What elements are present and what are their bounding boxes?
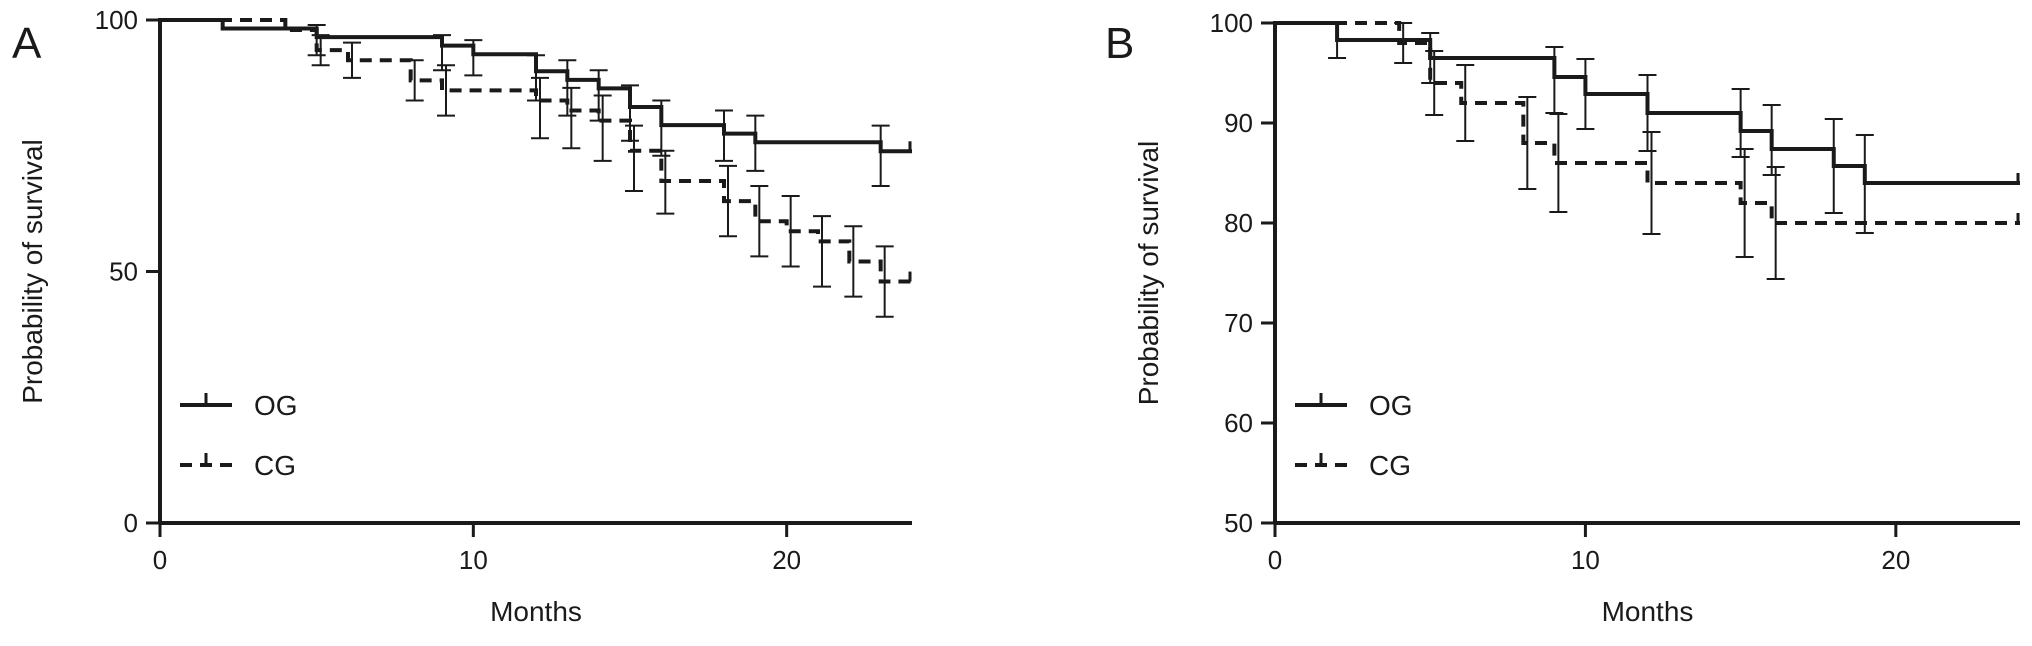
- x-tick-label: 0: [1268, 545, 1282, 575]
- chart-panel-b: B 50 60 70 80 90 100 0 10 20 Months Probability of …: [1105, 8, 2020, 627]
- x-tick-label: 0: [153, 545, 167, 575]
- survival-curve-og: [160, 18, 912, 154]
- chart-panel-a: A 0 50 100 0 10 20 Months Probability of surviva…: [12, 5, 912, 627]
- series-og: OG: [160, 18, 912, 421]
- x-tick-label: 20: [1881, 545, 1910, 575]
- y-tick-label: 0: [124, 508, 138, 538]
- y-axis-label: Probability of survival: [1133, 141, 1164, 406]
- y-tick-label: 50: [109, 257, 138, 287]
- legend-label-cg: CG: [254, 450, 296, 481]
- series-cg: CG: [1275, 21, 2020, 481]
- y-tick-label: 80: [1224, 208, 1253, 238]
- y-tick-label: 100: [1210, 8, 1253, 38]
- survival-curve-cg: [160, 18, 912, 284]
- x-tick-label: 20: [772, 545, 801, 575]
- y-tick-label: 60: [1224, 408, 1253, 438]
- panel-letter: A: [12, 19, 42, 68]
- y-tick-label: 90: [1224, 108, 1253, 138]
- legend-label-og: OG: [254, 390, 298, 421]
- x-tick-label: 10: [459, 545, 488, 575]
- x-axis-label: Months: [1602, 596, 1694, 627]
- legend-label-og: OG: [1369, 390, 1413, 421]
- legend-label-cg: CG: [1369, 450, 1411, 481]
- series-cg: CG: [160, 18, 912, 481]
- y-tick-label: 70: [1224, 308, 1253, 338]
- y-axis-label: Probability of survival: [17, 139, 48, 404]
- y-tick-label: 100: [95, 5, 138, 35]
- series-og: OG: [1275, 21, 2020, 421]
- x-axis-label: Months: [490, 596, 582, 627]
- survival-curve-cg: [1275, 21, 2020, 225]
- y-tick-label: 50: [1224, 508, 1253, 538]
- x-tick-label: 10: [1571, 545, 1600, 575]
- panel-letter: B: [1105, 19, 1134, 68]
